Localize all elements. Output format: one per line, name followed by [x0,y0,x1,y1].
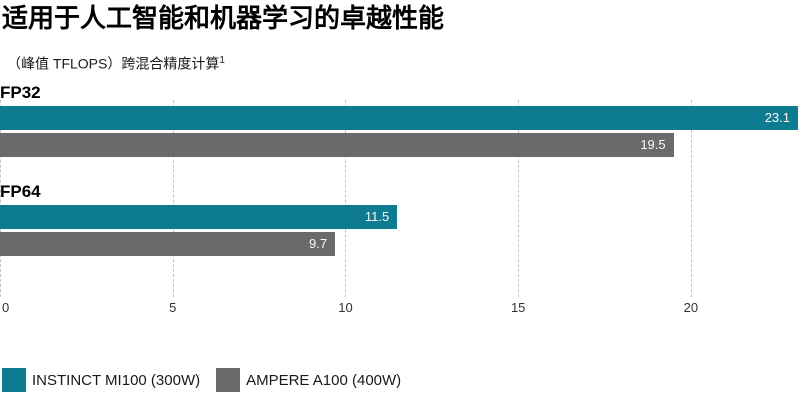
gridline [518,100,520,297]
chart-subtitle-text: （峰值 TFLOPS）跨混合精度计算 [7,55,220,72]
x-tick-label: 5 [169,300,177,315]
gridline [690,100,692,297]
legend-label: INSTINCT MI100 (300W) [32,371,201,389]
legend-swatch [2,368,26,392]
bar: 11.5 [0,205,398,229]
x-tick-label: 15 [510,300,526,315]
legend-label: AMPERE A100 (400W) [246,371,402,389]
legend-swatch [216,368,241,392]
bar-value-label: 23.1 [764,110,790,125]
chart-title: 适用于人工智能和机器学习的卓越性能 [2,3,445,33]
group-label: FP64 [0,182,41,201]
bar-value-label: 9.7 [309,236,328,251]
footnote-marker: 1 [219,55,225,66]
bar: 19.5 [0,133,674,157]
gridline [345,100,347,297]
gridline [0,100,1,297]
legend-item: INSTINCT MI100 (300W) [2,368,200,392]
bar-groups: FP32 23.1 19.5 FP64 11.5 9.7 [0,83,798,283]
gridlines [0,100,798,297]
group-label: FP32 [0,83,41,102]
gridline [172,100,174,297]
bar-group-fp64: FP64 11.5 9.7 [0,182,798,256]
bar: 9.7 [0,232,336,256]
bar-group-fp32: FP32 23.1 19.5 [0,83,798,157]
legend: INSTINCT MI100 (300W) AMPERE A100 (400W) [2,368,417,392]
x-axis: 0 5 10 15 20 [0,300,798,316]
chart-subtitle: （峰值 TFLOPS）跨混合精度计算1 [7,54,225,73]
x-tick-label: 10 [338,300,353,315]
legend-item: AMPERE A100 (400W) [216,368,401,392]
bar-value-label: 19.5 [640,137,666,152]
bar: 23.1 [0,106,798,130]
x-tick-label: 20 [683,300,699,315]
x-tick-label: 0 [2,300,10,315]
bar-value-label: 11.5 [364,209,390,224]
